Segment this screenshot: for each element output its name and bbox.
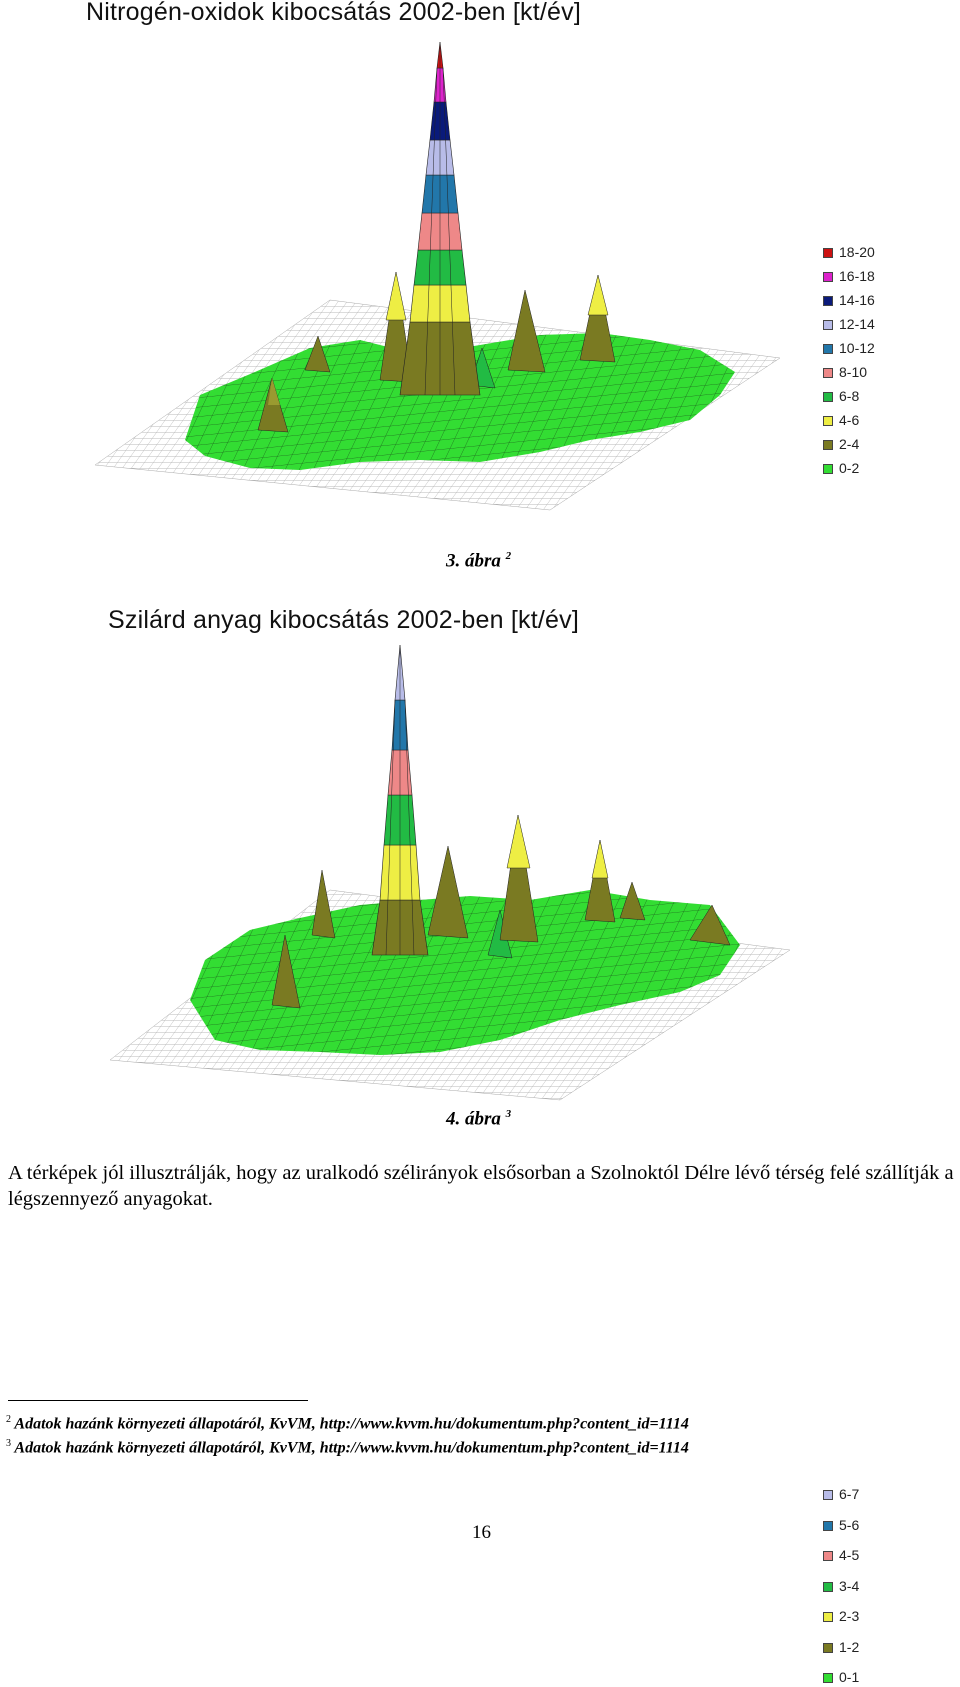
- legend-swatch: [823, 272, 833, 282]
- legend-swatch: [823, 416, 833, 426]
- legend: 6-7 5-6 4-5 3-4 2-3 1-2 0-1: [823, 1486, 943, 1687]
- page-number: 16: [472, 1522, 491, 1543]
- legend-swatch: [823, 440, 833, 450]
- footnote-link[interactable]: http://www.kvvm.hu/dokumentum.php?conten…: [319, 1415, 689, 1433]
- legend-swatch: [823, 344, 833, 354]
- legend-label: 16-18: [839, 268, 875, 284]
- legend-swatch: [823, 1673, 833, 1683]
- legend-swatch: [823, 1520, 833, 1531]
- legend-label: 6-8: [839, 388, 860, 404]
- legend-label: 10-12: [839, 340, 875, 356]
- legend-swatch: [823, 296, 833, 306]
- legend-swatch: [823, 1612, 833, 1622]
- footnote: 2 Adatok hazánk környezeti állapotáról, …: [6, 1414, 689, 1433]
- legend-label: 18-20: [839, 244, 875, 260]
- legend-swatch: [823, 464, 833, 474]
- minor-peaks: [257, 271, 616, 433]
- surface-plot: [109, 644, 791, 1101]
- legend-swatch: [823, 392, 833, 402]
- legend-label: 4-6: [839, 412, 860, 428]
- legend-label: 8-10: [839, 364, 868, 380]
- main-peak: [399, 41, 481, 396]
- legend-swatch: [823, 368, 833, 378]
- surface-plot: [94, 41, 781, 511]
- legend-label: 14-16: [839, 292, 875, 308]
- footnote-link[interactable]: http://www.kvvm.hu/dokumentum.php?conten…: [319, 1439, 689, 1457]
- figure-caption: 4. ábra 3: [446, 1108, 512, 1130]
- legend: 18-20 16-18 14-16 12-14 10-12 8-10 6-8 4-6 2-4 0-…: [823, 244, 943, 476]
- legend-swatch: [823, 1581, 833, 1592]
- body-paragraph: A térképek jól illusztrálják, hogy az ur…: [8, 1162, 954, 1210]
- main-peak: [371, 644, 429, 956]
- figure-caption: 3. ábra 2: [446, 550, 512, 572]
- figure-title: Nitrogén-oxidok kibocsátás 2002-ben [kt/…: [86, 0, 581, 26]
- legend-label: 3-4: [839, 1577, 860, 1594]
- legend-label: 1-2: [839, 1638, 860, 1655]
- legend-label: 0-1: [839, 1669, 860, 1685]
- legend-label: 2-3: [839, 1608, 860, 1624]
- legend-swatch: [823, 1642, 833, 1653]
- legend-label: 12-14: [839, 316, 875, 332]
- legend-swatch: [823, 248, 833, 258]
- footnote: 3 Adatok hazánk környezeti állapotáról, …: [6, 1438, 689, 1457]
- legend-swatch: [823, 1490, 833, 1500]
- figure-particulate: Szilárd anyag kibocsátás 2002-ben [kt/év…: [0, 600, 960, 1685]
- legend-label: 5-6: [839, 1516, 860, 1533]
- legend-label: 0-2: [839, 460, 860, 476]
- legend-label: 4-5: [839, 1547, 860, 1563]
- figure-nox: Nitrogén-oxidok kibocsátás 2002-ben [kt/…: [0, 0, 960, 520]
- legend-label: 2-4: [839, 436, 860, 452]
- legend-swatch: [823, 320, 833, 330]
- figure-title: Szilárd anyag kibocsátás 2002-ben [kt/év…: [108, 606, 579, 634]
- legend-swatch: [823, 1551, 833, 1561]
- minor-peaks: [271, 814, 731, 1009]
- footnote-divider: [8, 1400, 308, 1401]
- legend-label: 6-7: [839, 1486, 860, 1502]
